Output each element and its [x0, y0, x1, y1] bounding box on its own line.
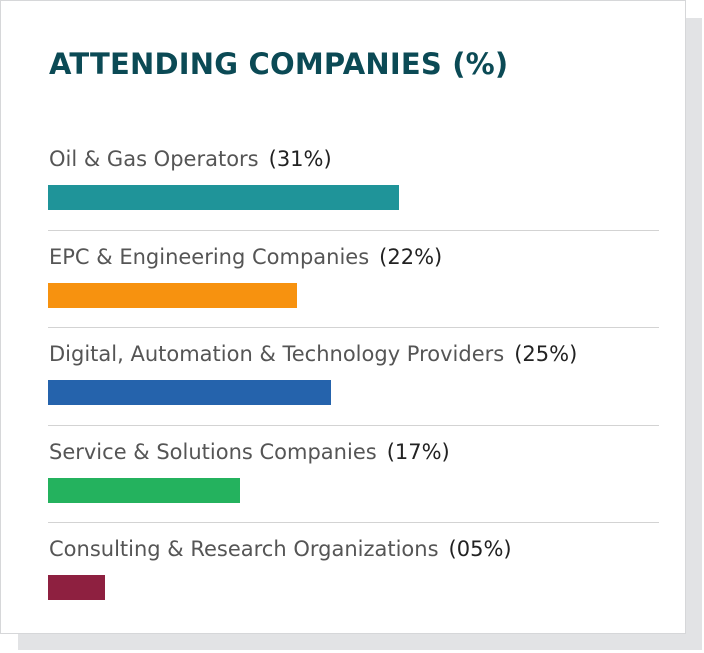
bar-row: Digital, Automation & Technology Provide… [48, 328, 659, 426]
bar-track [48, 477, 659, 503]
bar-label-line: Oil & Gas Operators (31%) [49, 147, 332, 171]
bar-list: Oil & Gas Operators (31%) EPC & Engineerin… [48, 133, 659, 621]
bar-row: Consulting & Research Organizations (05%) [48, 523, 659, 621]
value-label: (31%) [268, 147, 332, 171]
bar [48, 380, 331, 405]
value-label: (25%) [514, 342, 578, 366]
bar-track [48, 380, 659, 405]
category-label: Oil & Gas Operators [49, 147, 259, 171]
row-divider [48, 327, 659, 328]
bar-track [48, 282, 659, 308]
value-label: (22%) [379, 244, 443, 269]
bar [48, 185, 399, 210]
bar-label-line: Service & Solutions Companies (17%) [49, 440, 450, 464]
bar-label-line: EPC & Engineering Companies (22%) [49, 245, 442, 269]
category-label: Digital, Automation & Technology Provide… [49, 342, 505, 366]
bar-track [48, 575, 659, 600]
bar-row: EPC & Engineering Companies (22%) [48, 231, 659, 328]
bar-label-line: Consulting & Research Organizations (05%) [49, 537, 512, 561]
row-divider [48, 522, 659, 523]
bar-row: Service & Solutions Companies (17%) [48, 426, 659, 523]
bar [48, 477, 241, 503]
bar [48, 282, 297, 308]
category-label: Service & Solutions Companies [49, 439, 377, 464]
bar-row: Oil & Gas Operators (31%) [48, 133, 659, 231]
category-label: EPC & Engineering Companies [49, 244, 370, 269]
bar-track [48, 185, 659, 210]
value-label: (17%) [386, 439, 450, 464]
row-divider [48, 229, 659, 231]
chart-title: ATTENDING COMPANIES (%) [49, 47, 509, 81]
bar [48, 575, 105, 600]
category-label: Consulting & Research Organizations [49, 537, 439, 561]
bar-label-line: Digital, Automation & Technology Provide… [49, 342, 577, 366]
row-divider [48, 424, 659, 426]
value-label: (05%) [448, 537, 512, 561]
chart-card: ATTENDING COMPANIES (%) Oil & Gas Operat… [0, 0, 686, 634]
